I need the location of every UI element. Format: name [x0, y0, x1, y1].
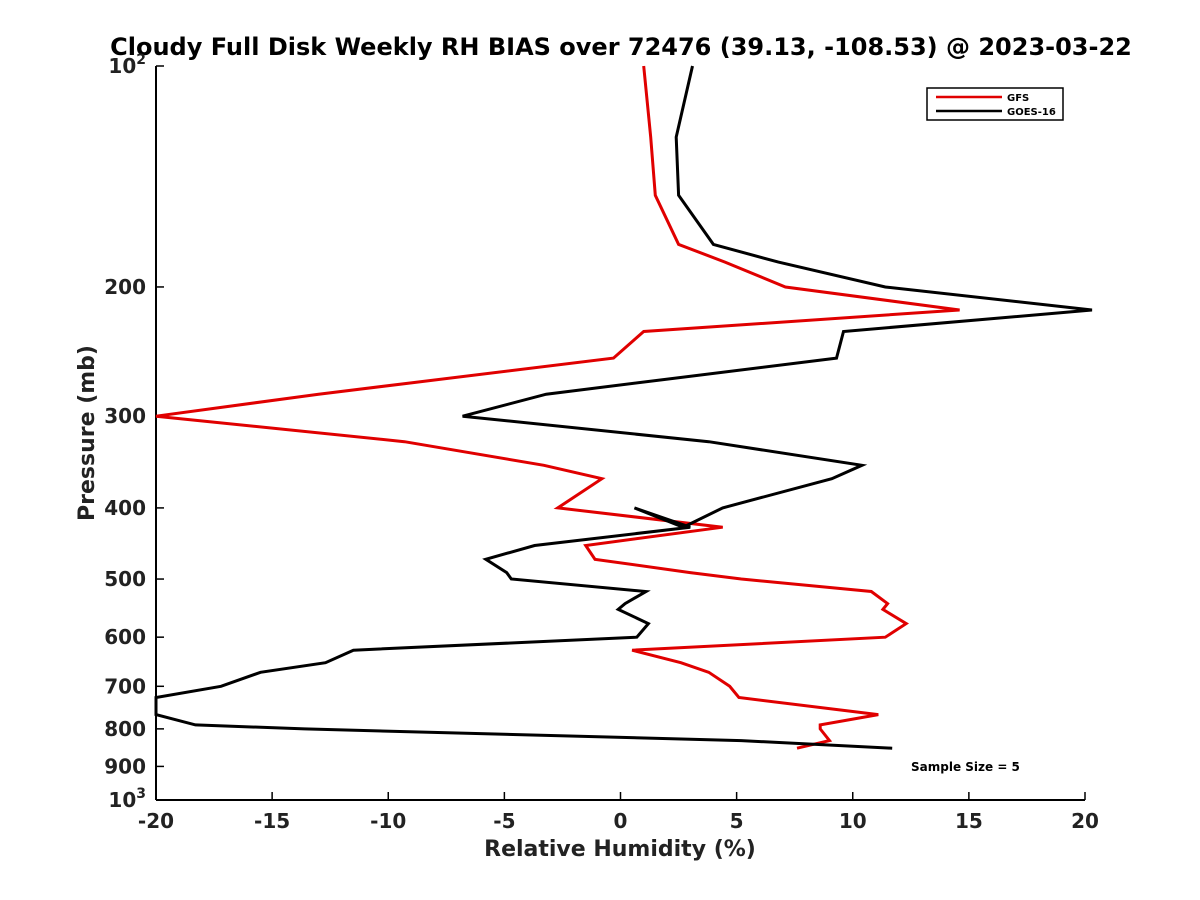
y-tick-label: 900	[104, 754, 146, 778]
legend-box	[926, 87, 1064, 121]
x-tick-label: -10	[370, 809, 406, 833]
legend-label-goes16: GOES-16	[1007, 107, 1056, 118]
series-line-gfs	[155, 65, 960, 750]
y-tick-label: 700	[104, 674, 146, 698]
x-tick-label: 20	[1071, 809, 1099, 833]
series-line-goes16	[154, 65, 1093, 750]
x-tick-label: 15	[955, 809, 983, 833]
y-tick-label: 400	[104, 496, 146, 520]
x-tick-label: 0	[614, 809, 628, 833]
y-tick-label: 800	[104, 717, 146, 741]
x-tick-label: -15	[254, 809, 290, 833]
y-tick-label: 500	[104, 567, 146, 591]
legend-label-gfs: GFS	[1007, 93, 1029, 104]
y-axis-label: Pressure (mb)	[75, 345, 100, 521]
x-tick-label: 5	[730, 809, 744, 833]
y-ticks: 102 200 300 400 500 600 700 800 900 103	[104, 52, 164, 812]
legend: GFS GOES-16	[926, 87, 1064, 121]
y-tick-label: 300	[104, 404, 146, 428]
x-tick-label: 10	[839, 809, 867, 833]
x-ticks: -20 -15 -10 -5 0 5 10 15 20	[138, 792, 1099, 833]
plot-area: -20 -15 -10 -5 0 5 10 15 20 102 200 300 400 500 600 70…	[104, 52, 1099, 833]
y-tick-label: 103	[108, 786, 146, 812]
y-tick-label: 102	[108, 52, 146, 78]
x-axis-label: Relative Humidity (%)	[484, 837, 756, 862]
y-tick-label: 200	[104, 275, 146, 299]
series-lines	[154, 65, 1093, 750]
x-tick-label: -5	[493, 809, 515, 833]
y-tick-label: 600	[104, 625, 146, 649]
chart-title: Cloudy Full Disk Weekly RH BIAS over 724…	[110, 33, 1132, 61]
sample-size-annotation: Sample Size = 5	[911, 760, 1020, 774]
x-tick-label: -20	[138, 809, 174, 833]
